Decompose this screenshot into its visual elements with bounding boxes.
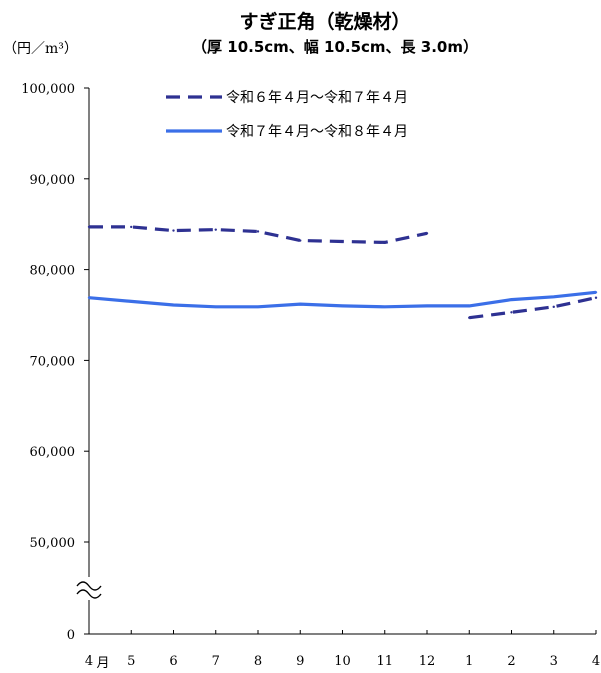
legend-label: 令和７年４月～令和８年４月 (226, 124, 408, 140)
x-tick-label: 4 (85, 654, 93, 669)
x-tick-label: 10 (334, 654, 351, 669)
x-tick-label: 5 (127, 654, 135, 669)
data-point (172, 229, 175, 232)
data-point (594, 296, 598, 299)
data-point (214, 305, 217, 309)
data-point (552, 305, 555, 309)
data-point (214, 228, 217, 231)
y-tick-label: 0 (67, 628, 75, 643)
series-line (88, 290, 597, 309)
x-tick-label: 2 (507, 654, 515, 669)
chart-title: すぎ正角（乾燥材） (239, 10, 410, 33)
x-tick-label: 3 (550, 654, 558, 669)
x-tick-label: 9 (296, 654, 304, 669)
data-point (256, 305, 260, 309)
chart-subtitle: （厚 10.5cm、幅 10.5cm、長 3.0m） (192, 38, 478, 56)
y-tick-label: 90,000 (30, 173, 76, 188)
data-point (425, 232, 429, 235)
data-point (256, 230, 260, 233)
data-point (172, 303, 175, 307)
legend-label: 令和６年４月～令和７年４月 (226, 90, 408, 106)
data-point (130, 225, 133, 229)
data-point (383, 305, 386, 309)
y-axis: 0 50,000 60,000 70,000 80,000 90,000 100,000 (21, 82, 104, 643)
series-2 (87, 290, 598, 309)
x-tick-label: 1 (465, 654, 473, 669)
x-tick-label: 6 (169, 654, 177, 669)
data-point (510, 298, 513, 301)
x-axis: 4 月 5 6 7 8 9 10 11 12 1 2 3 4 (85, 630, 600, 671)
y-tick-label: 60,000 (30, 445, 76, 460)
data-point (341, 304, 344, 308)
x-tick-label: 12 (419, 654, 436, 669)
data-point (552, 295, 555, 299)
data-point (468, 304, 471, 308)
series-line (89, 225, 428, 244)
data-point (299, 302, 302, 306)
y-tick-label: 80,000 (30, 264, 76, 279)
data-point (87, 225, 91, 229)
x-tick-label: 11 (376, 654, 393, 669)
data-point (510, 311, 513, 314)
data-point (425, 304, 429, 308)
series-1 (87, 225, 598, 320)
data-point (341, 240, 344, 243)
x-tick-unit: 月 (96, 656, 109, 671)
data-point (130, 300, 133, 303)
data-point (299, 239, 302, 242)
x-tick-label: 7 (212, 654, 220, 669)
series-line (469, 296, 597, 320)
y-tick-label: 50,000 (30, 536, 76, 551)
unit-label: （円／m³） (3, 41, 78, 57)
series-layer (87, 225, 598, 320)
y-tick-label: 100,000 (21, 82, 75, 97)
data-point (383, 241, 386, 244)
y-tick-label: 70,000 (30, 354, 76, 369)
data-point (468, 316, 471, 319)
data-point (594, 291, 598, 294)
axis-break-icon (76, 578, 104, 599)
x-tick-label: 8 (254, 654, 262, 669)
x-tick-label: 4 (592, 654, 600, 669)
data-point (87, 296, 91, 299)
